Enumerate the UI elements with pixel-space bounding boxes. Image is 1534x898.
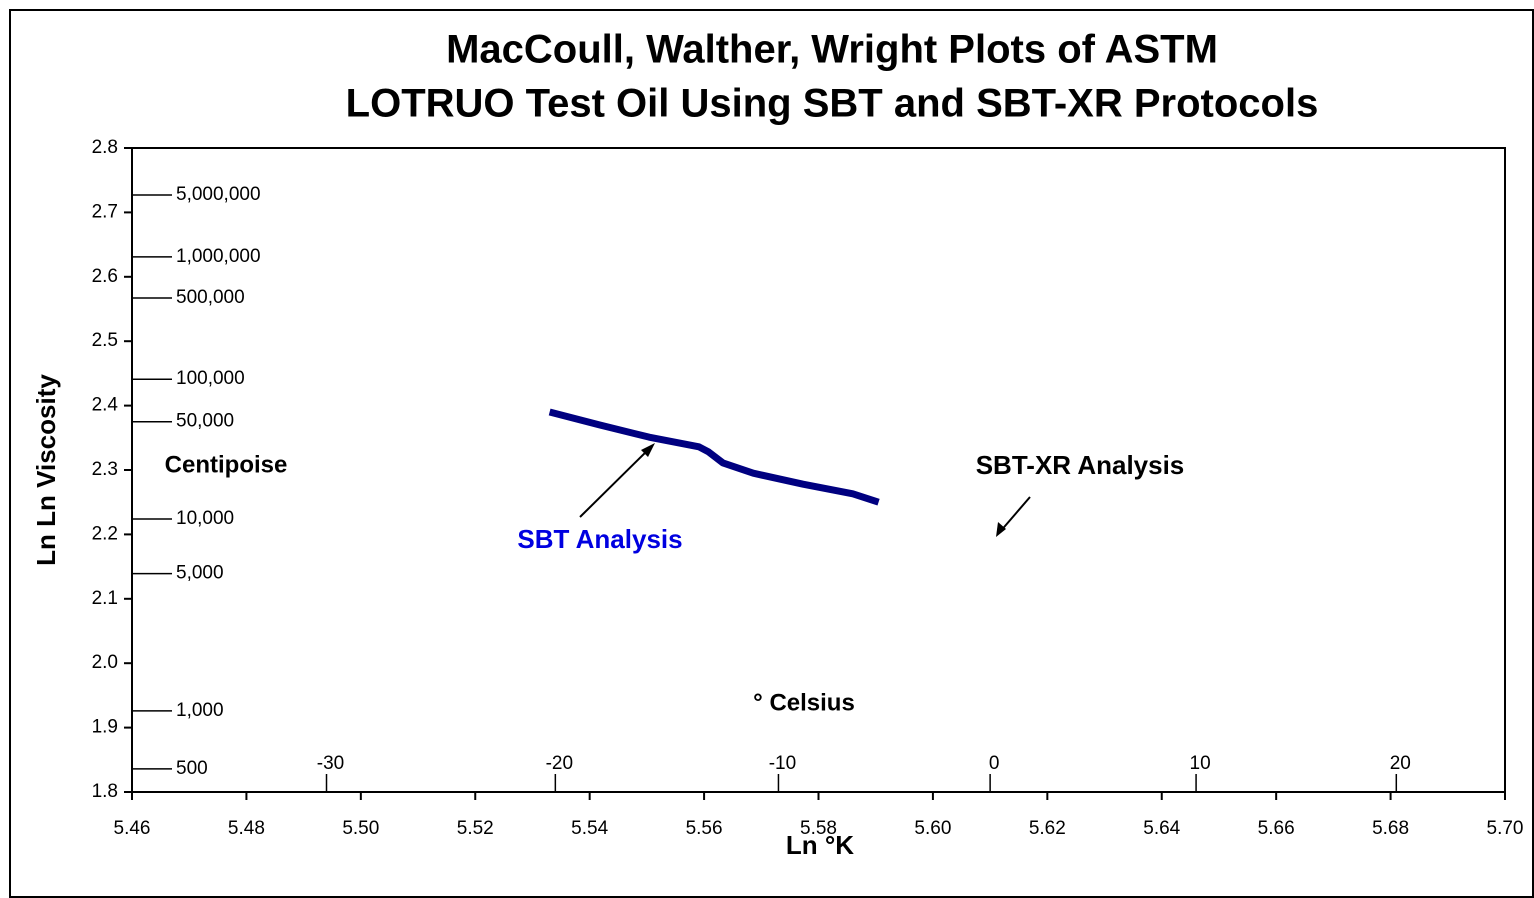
x-tick-label: 5.58 [800, 818, 837, 839]
x-tick-label: 5.60 [914, 818, 951, 839]
celsius-tick-label: -10 [769, 753, 796, 774]
chart-title: LOTRUO Test Oil Using SBT and SBT-XR Pro… [346, 82, 1319, 126]
y-tick-label: 2.5 [92, 330, 118, 351]
viscosity-tick-label: 500,000 [176, 287, 245, 308]
y-tick-label: 2.4 [92, 395, 119, 416]
celsius-tick-label: 0 [989, 753, 1000, 774]
chart-border [9, 9, 1534, 898]
y-tick-label: 2.6 [92, 266, 118, 287]
viscosity-tick-label: 100,000 [176, 368, 245, 389]
viscosity-tick-label: 50,000 [176, 411, 234, 432]
arrow-head [996, 522, 1006, 537]
x-tick-label: 5.64 [1143, 818, 1180, 839]
x-tick-label: 5.50 [342, 818, 379, 839]
arrow-head [641, 443, 655, 457]
chart-title: MacCoull, Walther, Wright Plots of ASTM [446, 28, 1218, 72]
x-tick-label: 5.66 [1258, 818, 1295, 839]
x-tick-label: 5.70 [1487, 818, 1524, 839]
y-tick-label: 1.8 [92, 781, 118, 802]
x-tick-label: 5.46 [114, 818, 151, 839]
celsius-tick-label: -30 [317, 753, 344, 774]
x-tick-label: 5.52 [457, 818, 494, 839]
x-tick-label: 5.68 [1372, 818, 1409, 839]
viscosity-tick-label: 5,000 [176, 563, 224, 584]
celsius-tick-label: 10 [1190, 753, 1211, 774]
y-tick-label: 1.9 [92, 717, 118, 738]
y-axis-label: Ln Ln Viscosity [31, 374, 61, 566]
y-tick-label: 2.3 [92, 459, 118, 480]
y-tick-label: 2.1 [92, 588, 118, 609]
x-tick-label: 5.62 [1029, 818, 1066, 839]
viscosity-tick-label: 5,000,000 [176, 184, 261, 205]
y-tick-label: 2.7 [92, 201, 118, 222]
data-line [548, 408, 880, 506]
y-tick-label: 2.0 [92, 652, 118, 673]
arrow [998, 496, 1031, 534]
x-tick-label: 5.54 [571, 818, 608, 839]
viscosity-tick-label: 1,000 [176, 700, 224, 721]
y-tick-label: 2.2 [92, 523, 118, 544]
viscosity-tick-label: 1,000,000 [176, 246, 261, 267]
x-tick-label: 5.48 [228, 818, 265, 839]
celsius-axis-label: ° Celsius [753, 689, 855, 716]
celsius-tick-label: -20 [546, 753, 573, 774]
x-axis-label: Ln °K [786, 830, 854, 860]
x-tick-label: 5.56 [686, 818, 723, 839]
viscosity-axis-label: Centipoise [165, 451, 288, 478]
y-tick-label: 2.8 [92, 137, 118, 158]
viscosity-tick-label: 10,000 [176, 508, 234, 529]
celsius-tick-label: 20 [1390, 753, 1411, 774]
annotation: SBT-XR Analysis [976, 450, 1185, 480]
viscosity-tick-label: 500 [176, 758, 208, 779]
arrow [579, 445, 653, 518]
annotation: SBT Analysis [517, 524, 682, 554]
